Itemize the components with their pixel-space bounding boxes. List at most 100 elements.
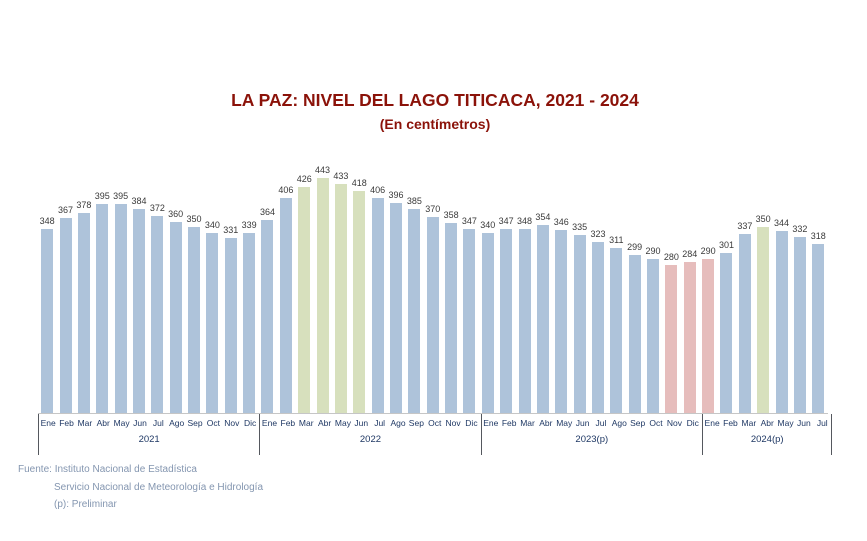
- bar-cell: 385: [405, 176, 423, 413]
- month-label: Dic: [686, 418, 699, 428]
- bar-2022-Ene: [261, 220, 274, 413]
- month-label: Oct: [206, 418, 221, 428]
- bar-2023(p)-Abr: [536, 225, 549, 413]
- bar-cell: 372: [148, 176, 166, 413]
- bar-2021-Ago: [169, 222, 182, 413]
- bar-value-label: 290: [645, 246, 661, 256]
- bar-value-label: 332: [792, 224, 808, 234]
- bar-2022-Ago: [390, 203, 402, 413]
- month-label: Mar: [77, 418, 93, 428]
- bar-cell: 370: [424, 176, 442, 413]
- source-block: Fuente: Instituto Nacional de Estadístic…: [18, 461, 263, 514]
- bar-cell: 339: [240, 176, 258, 413]
- month-label: Abr: [317, 418, 332, 428]
- source-line-1: Fuente: Instituto Nacional de Estadístic…: [18, 464, 197, 475]
- bar-value-label: 331: [223, 225, 239, 235]
- month-label-row: Ene Feb Mar Abr May Jun Jul Ago Sep Oct Nov Dic: [39, 414, 259, 428]
- year-label: 2024(p): [750, 434, 784, 445]
- month-label: Ago: [611, 418, 627, 428]
- bar-2024(p)-Ene: [702, 259, 715, 413]
- bar-value-label: 280: [663, 252, 679, 262]
- axis-group-2021: Ene Feb Mar Abr May Jun Jul Ago Sep Oct Nov Dic 2021: [38, 414, 259, 455]
- month-label: May: [113, 418, 130, 428]
- bar-value-label: 378: [76, 200, 92, 210]
- bar-2021-Jun: [132, 209, 145, 413]
- bar-2022-Sep: [408, 209, 421, 413]
- month-label: Jul: [816, 418, 828, 428]
- bar-cell: 280: [662, 176, 680, 413]
- bar-2021-Oct: [206, 233, 219, 413]
- month-label: Sep: [630, 418, 646, 428]
- month-label: Sep: [408, 418, 424, 428]
- bar-2024(p)-Jun: [793, 237, 806, 413]
- bar-cell: 299: [626, 176, 644, 413]
- bar-cell: 395: [111, 176, 129, 413]
- bar-2021-Mar: [77, 213, 90, 413]
- bar-value-label: 370: [425, 204, 441, 214]
- bar-cell: 347: [460, 176, 478, 413]
- bar-cell: 426: [295, 174, 313, 413]
- bar-value-label: 350: [186, 214, 202, 224]
- bar-value-label: 396: [388, 190, 404, 200]
- bar-cell: 378: [75, 176, 93, 413]
- bar-cell: 348: [515, 176, 533, 413]
- bar-cell: 443: [313, 165, 331, 413]
- bar-2023(p)-Feb: [500, 229, 513, 413]
- bar-2022-Dic: [463, 229, 476, 413]
- bar-cell: 346: [552, 176, 570, 413]
- bar-value-label: 443: [315, 165, 331, 175]
- bar-cell: 318: [809, 176, 827, 413]
- bar-2021-Sep: [188, 227, 201, 413]
- bar-cell: 395: [93, 176, 111, 413]
- bar-cell: 364: [258, 176, 276, 413]
- bar-value-label: 335: [572, 222, 588, 232]
- month-label: May: [334, 418, 351, 428]
- year-group-2021: 348 367 378 395 395 384 372 360 350 340 331 339: [38, 176, 258, 413]
- bar-cell: 433: [332, 171, 350, 413]
- bar-cell: 323: [589, 176, 607, 413]
- title-block: LA PAZ: NIVEL DEL LAGO TITICACA, 2021 - …: [40, 90, 830, 132]
- bar-value-label: 350: [755, 214, 771, 224]
- bar-cell: 348: [38, 176, 56, 413]
- bar-value-label: 301: [718, 240, 734, 250]
- year-label: 2023(p): [575, 434, 609, 445]
- bar-2024(p)-Mar: [738, 234, 751, 413]
- month-label: Abr: [539, 418, 553, 428]
- bar-2022-May: [334, 184, 347, 413]
- bar-2022-Mar: [298, 187, 311, 413]
- bar-value-label: 385: [406, 196, 422, 206]
- bar-2021-Jul: [151, 216, 164, 413]
- bar-value-label: 360: [168, 209, 184, 219]
- month-label: Ago: [390, 418, 406, 428]
- bar-value-label: 337: [737, 221, 753, 231]
- bar-2024(p)-Jul: [812, 244, 825, 413]
- bar-cell: 347: [497, 176, 515, 413]
- source-line-3: (p): Preliminar: [54, 499, 117, 510]
- bar-2023(p)-Jul: [591, 242, 604, 413]
- bar-value-label: 367: [58, 205, 74, 215]
- source-line-2: Servicio Nacional de Meteorología e Hidr…: [54, 481, 264, 493]
- bar-2023(p)-Mar: [518, 229, 531, 413]
- bar-2022-Jul: [371, 198, 384, 413]
- bar-value-label: 311: [609, 235, 624, 245]
- bar-2023(p)-Ago: [610, 248, 623, 413]
- bar-cell: 396: [387, 176, 405, 413]
- bar-value-label: 348: [39, 216, 55, 226]
- month-label: Jul: [152, 418, 164, 428]
- month-label: Jun: [354, 418, 369, 428]
- bar-cell: 311: [607, 176, 625, 413]
- bar-2021-Ene: [41, 229, 54, 413]
- month-label: Oct: [649, 418, 663, 428]
- bar-2021-Nov: [224, 238, 237, 413]
- bar-2022-Oct: [426, 217, 439, 413]
- bar-cell: 332: [791, 176, 809, 413]
- bar-value-label: 347: [498, 216, 514, 226]
- bar-2021-Dic: [243, 233, 256, 413]
- month-label: Dic: [465, 418, 478, 428]
- month-label: Feb: [723, 418, 738, 428]
- bar-value-label: 426: [296, 174, 312, 184]
- bar-value-label: 418: [351, 178, 367, 188]
- page-title: LA PAZ: NIVEL DEL LAGO TITICACA, 2021 - …: [231, 90, 639, 110]
- bar-2023(p)-Jun: [573, 235, 586, 413]
